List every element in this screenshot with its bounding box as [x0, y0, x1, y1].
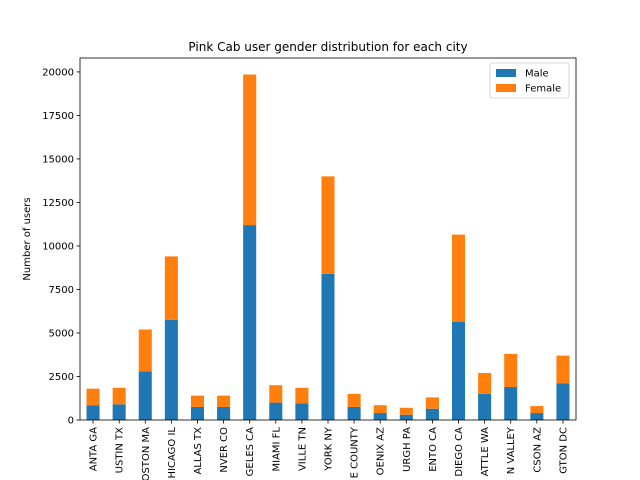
x-tick-label: USTIN TX [115, 427, 126, 473]
x-tick-label: GELES CA [245, 427, 256, 476]
male-bar-ville-tn [295, 403, 309, 420]
male-bar-cson-az [530, 413, 544, 420]
x-tick-label: OENIX AZ [376, 427, 387, 475]
male-bar-miami-fl [269, 402, 283, 420]
y-tick-label: 7500 [49, 285, 74, 296]
female-bar-geles-ca [243, 74, 257, 226]
y-tick-label: 17500 [42, 111, 74, 122]
female-bar-nver-co [217, 395, 231, 407]
x-tick-label: URGH PA [402, 427, 413, 472]
male-bar-allas-tx [190, 406, 204, 420]
x-tick-label: YORK NY [324, 426, 335, 472]
y-axis-title: Number of users [22, 197, 33, 280]
x-tick-label: OSTON MA [141, 427, 152, 480]
female-bar-oenix-az [373, 405, 387, 414]
male-bar-hicago-il [164, 319, 178, 420]
female-bar-attle-wa [478, 373, 492, 394]
female-bar-diego-ca [452, 234, 466, 322]
female-bar-hicago-il [164, 256, 178, 320]
y-tick-label: 20000 [42, 67, 74, 78]
x-tick-label: HICAGO IL [167, 427, 178, 479]
legend-swatch-female [496, 84, 516, 92]
female-bar-oston-ma [138, 329, 152, 372]
male-bar-gton-dc [556, 383, 570, 420]
x-tick-label: ENTO CA [428, 427, 439, 472]
y-tick-label: 15000 [42, 154, 74, 165]
male-bar-urgh-pa [399, 414, 413, 420]
x-tick-label: ALLAS TX [193, 427, 204, 475]
x-tick-label: E COUNTY [350, 426, 361, 478]
x-tick-label: GTON DC [558, 427, 569, 474]
male-bar-oenix-az [373, 413, 387, 420]
male-bar-ento-ca [425, 408, 439, 420]
female-bar-ustin-tx [112, 387, 126, 405]
x-tick-label: ATTLE WA [480, 427, 491, 477]
legend-swatch-male [496, 69, 516, 77]
male-bar-oston-ma [138, 371, 152, 420]
x-tick-label: NVER CO [219, 427, 230, 473]
x-tick-label: N VALLEY [506, 426, 517, 474]
male-bar-anta-ga [86, 405, 100, 420]
x-tick-label: CSON AZ [532, 427, 543, 473]
x-tick-label: DIEGO CA [454, 427, 465, 477]
x-tick-label: MIAMI FL [271, 427, 282, 472]
male-bar-york-ny [321, 273, 335, 420]
legend-label-female: Female [525, 84, 561, 95]
y-tick-label: 2500 [49, 372, 74, 383]
male-bar-e-county [347, 406, 361, 420]
female-bar-n-valley [504, 353, 518, 387]
legend: Male Female [489, 62, 570, 99]
x-tick-label: ANTA GA [89, 427, 100, 471]
male-bar-attle-wa [478, 393, 492, 420]
y-tick-label: 10000 [42, 241, 74, 252]
chart-title: Pink Cab user gender distribution for ea… [188, 40, 467, 54]
female-bar-gton-dc [556, 355, 570, 384]
x-tick-label: VILLE TN [297, 427, 308, 471]
female-bar-anta-ga [86, 388, 100, 406]
female-bar-allas-tx [190, 395, 204, 407]
male-bar-nver-co [217, 406, 231, 420]
male-bar-n-valley [504, 386, 518, 420]
y-tick-label: 12500 [42, 198, 74, 209]
female-bar-ville-tn [295, 387, 309, 404]
male-bar-geles-ca [243, 225, 257, 420]
y-tick-label: 5000 [49, 328, 74, 339]
legend-label-male: Male [525, 69, 549, 80]
male-bar-ustin-tx [112, 404, 126, 420]
female-bar-cson-az [530, 406, 544, 414]
y-tick-label: 0 [68, 416, 74, 427]
female-bar-urgh-pa [399, 407, 413, 415]
female-bar-ento-ca [425, 397, 439, 409]
female-bar-e-county [347, 393, 361, 407]
male-bar-diego-ca [452, 321, 466, 420]
female-bar-york-ny [321, 176, 335, 274]
female-bar-miami-fl [269, 385, 283, 403]
